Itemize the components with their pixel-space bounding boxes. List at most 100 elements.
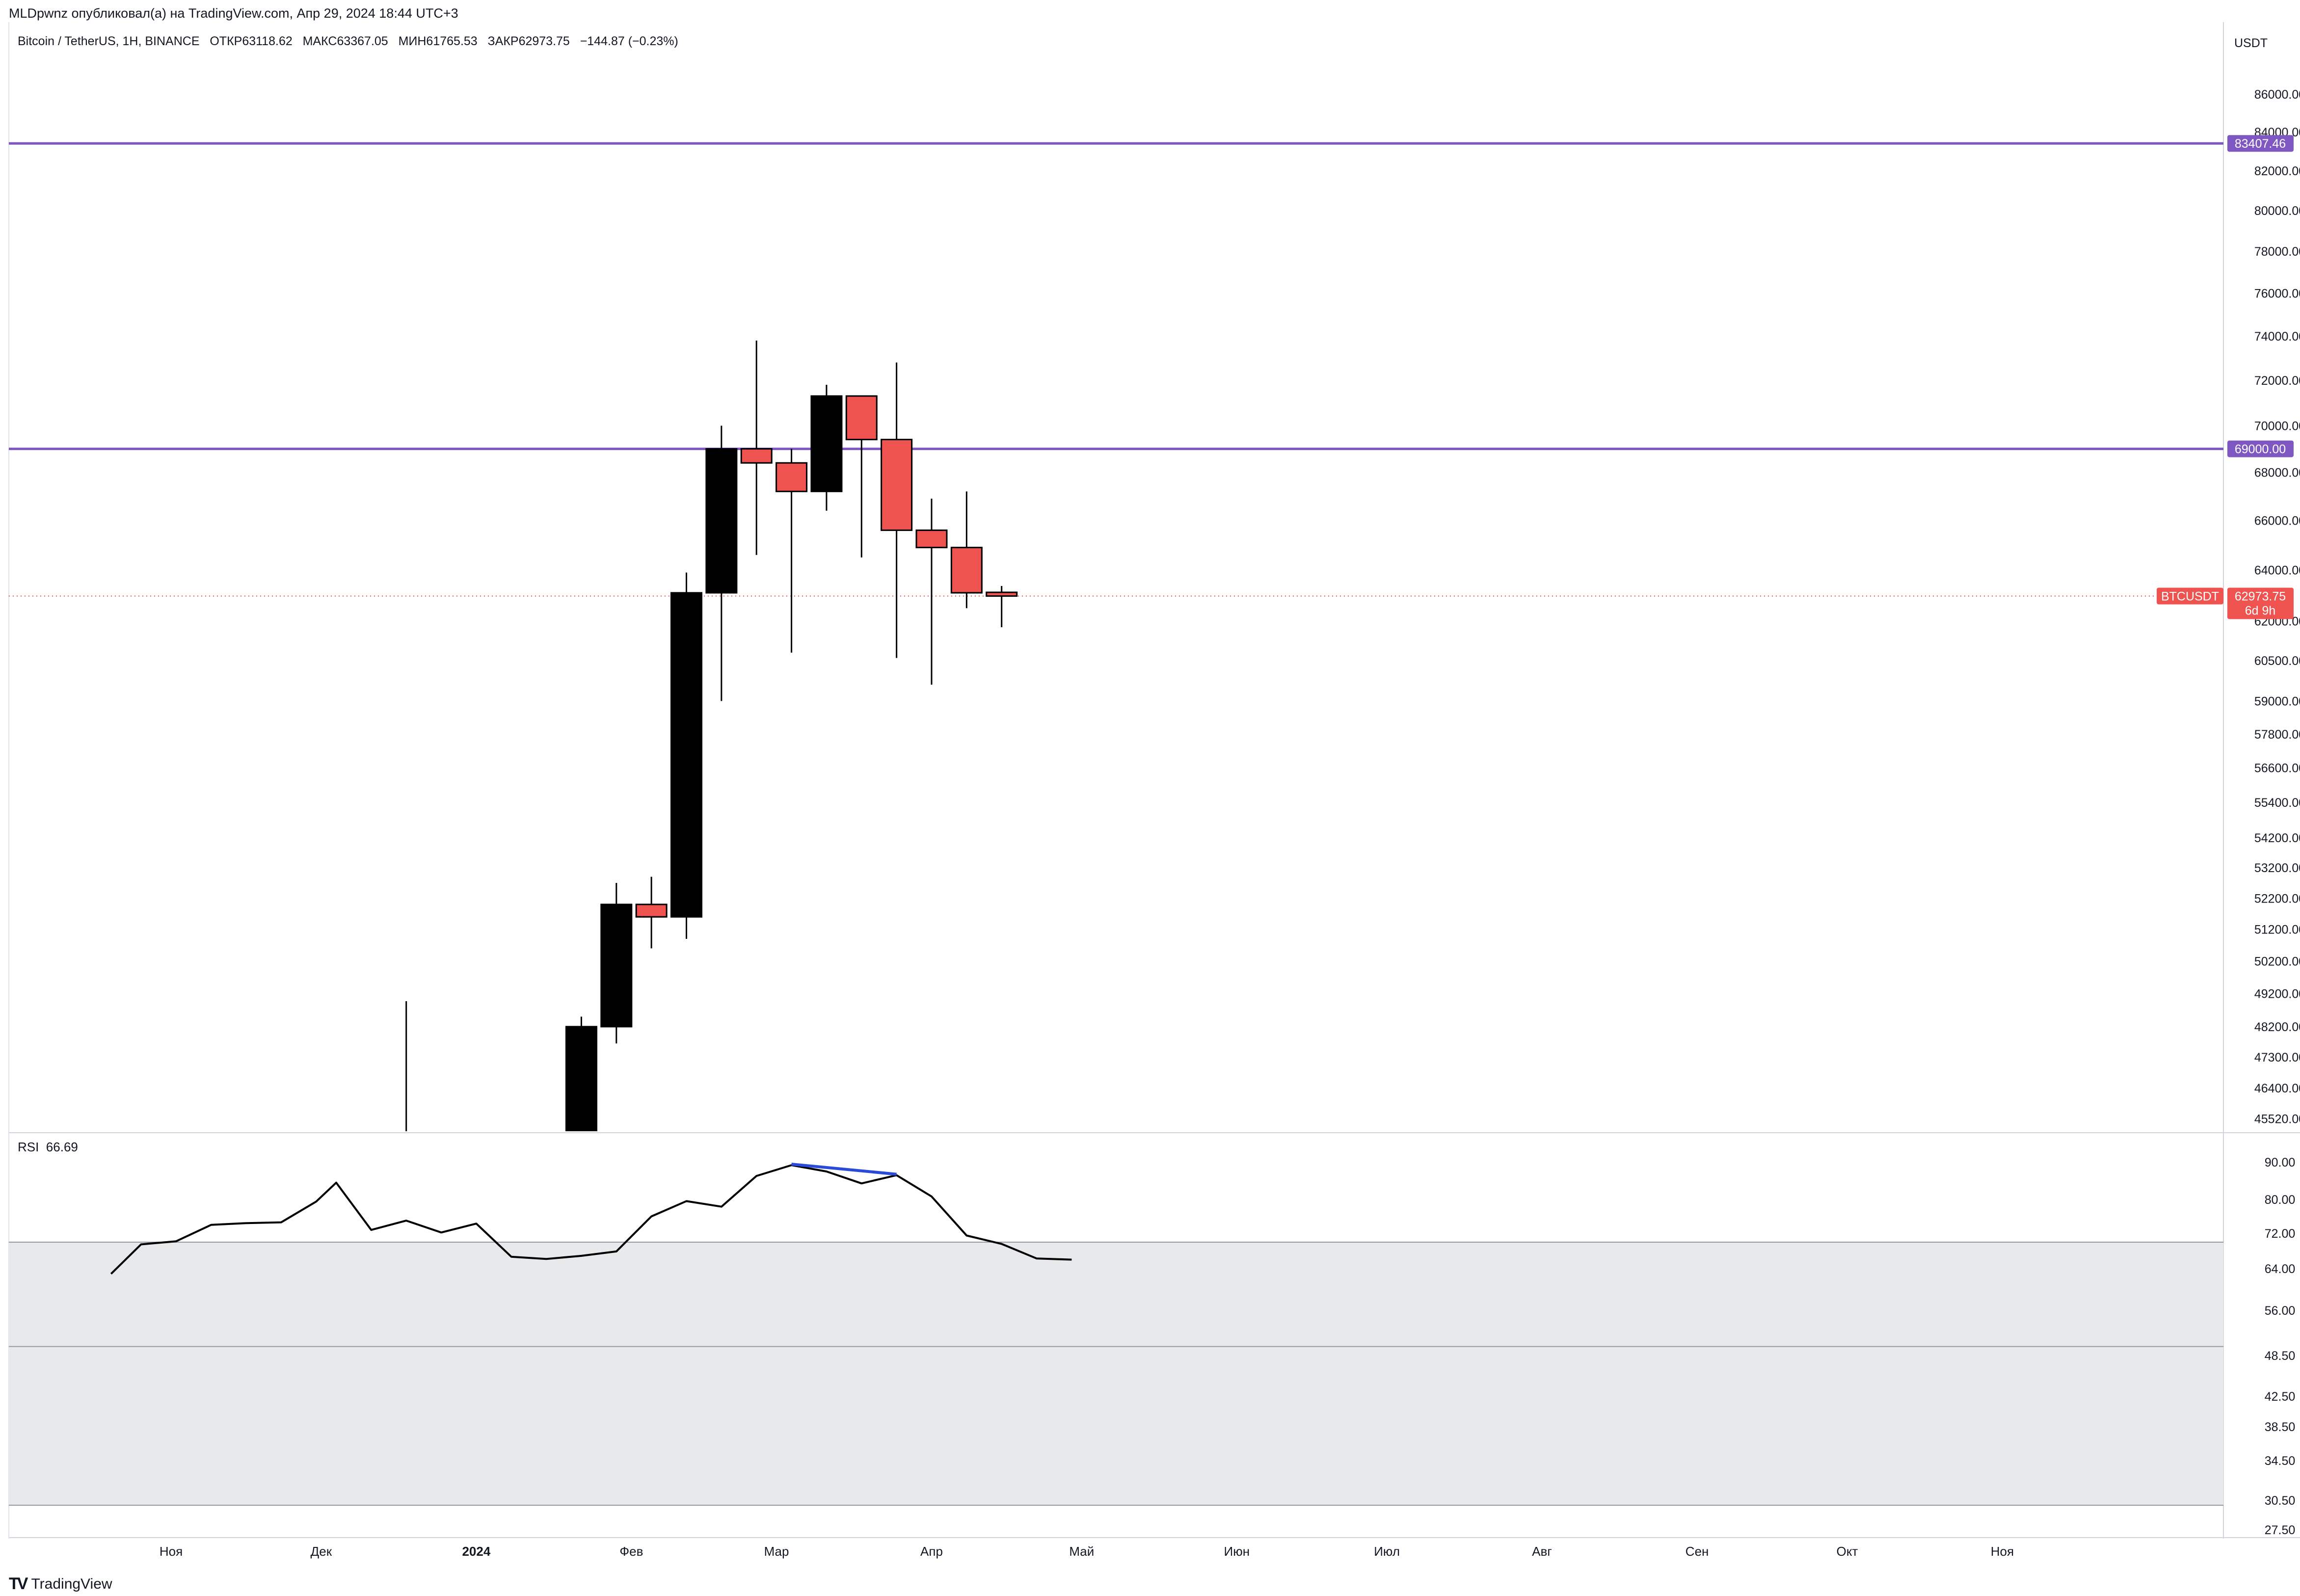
price-tick-label: 46400.00	[2254, 1082, 2300, 1095]
rsi-tick-label: 34.50	[2265, 1454, 2296, 1468]
candle	[986, 586, 1018, 628]
rsi-tick-label: 72.00	[2265, 1227, 2296, 1241]
candle-body-down	[915, 529, 948, 549]
high-label: МАКС	[302, 34, 337, 48]
bar-countdown-text: 6d 9h	[2245, 604, 2276, 617]
level-tag-bg	[2227, 135, 2294, 152]
price-tick-label: 55400.00	[2254, 796, 2300, 810]
rsi-divergence-line	[791, 1163, 897, 1176]
symbol-name: Bitcoin / TetherUS, 1H, BINANCE	[18, 34, 200, 48]
price-tick-label: 45520.00	[2254, 1113, 2300, 1126]
symbol-tag-bg	[2157, 587, 2223, 605]
currency-label: USDT	[2234, 36, 2268, 50]
candle	[810, 385, 843, 511]
price-tick-label: 50200.00	[2254, 955, 2300, 968]
candle-body-down	[740, 448, 773, 464]
rsi-tick-label: 27.50	[2265, 1523, 2296, 1537]
rsi-tick-label: 64.00	[2265, 1262, 2296, 1276]
time-tick-label: Май	[1069, 1544, 1094, 1559]
change-value: −144.87 (−0.23%)	[580, 34, 678, 48]
current-price-tag-text: 62973.75	[2235, 589, 2286, 603]
rsi-tick-label: 42.50	[2265, 1390, 2296, 1404]
candle	[600, 882, 633, 1044]
candle	[740, 340, 773, 555]
level-price-tag: 69000.00	[2227, 440, 2294, 457]
time-tick-label: Дек	[311, 1544, 332, 1559]
rsi-tick-label: 30.50	[2265, 1494, 2296, 1508]
candle	[705, 426, 738, 701]
time-tick-label: Сен	[1685, 1544, 1709, 1559]
level-tag-bg	[2227, 440, 2294, 457]
price-tick-label: 52200.00	[2254, 892, 2300, 905]
high-value: 63367.05	[337, 34, 388, 48]
rsi-tick-label: 80.00	[2265, 1193, 2296, 1207]
candle	[670, 572, 703, 939]
candle	[635, 877, 668, 949]
low-value: 61765.53	[426, 34, 478, 48]
price-tick-label: 82000.00	[2254, 164, 2300, 178]
rsi-label: RSI	[18, 1140, 39, 1154]
rsi-tick-label: 38.50	[2265, 1420, 2296, 1434]
price-tick-label: 64000.00	[2254, 563, 2300, 577]
candle-body-down	[881, 439, 913, 531]
price-tick-label: 56600.00	[2254, 762, 2300, 775]
symbol-legend: Bitcoin / TetherUS, 1H, BINANCE ОТКР6311…	[18, 34, 678, 49]
price-tick-label: 60500.00	[2254, 654, 2300, 668]
price-tick-label: 72000.00	[2254, 374, 2300, 388]
rsi-tick-label: 56.00	[2265, 1304, 2296, 1318]
price-tick-label: 49200.00	[2254, 987, 2300, 1001]
open-value: 63118.62	[242, 34, 293, 48]
open-label: ОТКР	[210, 34, 242, 48]
candle-body-up	[565, 1026, 597, 1131]
price-tick-label: 68000.00	[2254, 466, 2300, 479]
price-tick-label: 74000.00	[2254, 330, 2300, 344]
price-tick-label: 76000.00	[2254, 287, 2300, 300]
rsi-tick-label: 90.00	[2265, 1156, 2296, 1170]
candle	[845, 395, 878, 558]
candle	[881, 362, 913, 658]
time-tick-label: Мар	[764, 1544, 789, 1559]
price-tick-label: 57800.00	[2254, 728, 2300, 742]
price-tick-label: 86000.00	[2254, 88, 2300, 102]
level-price-tag: 83407.46	[2227, 135, 2294, 152]
candle-body-down	[845, 395, 878, 441]
price-tick-label: 54200.00	[2254, 831, 2300, 845]
low-label: МИН	[398, 34, 427, 48]
time-tick-label: Ноя	[1991, 1544, 2014, 1559]
candle-body-up	[600, 904, 633, 1028]
symbol-price-tag: BTCUSDT	[2157, 587, 2223, 605]
price-pane	[9, 142, 2223, 1131]
time-tick-label: Июл	[1374, 1544, 1400, 1559]
price-tick-label: 66000.00	[2254, 514, 2300, 528]
rsi-legend: RSI 66.69	[18, 1140, 78, 1155]
tradingview-logo-icon: TV	[9, 1574, 28, 1593]
time-tick-label: 2024	[462, 1544, 490, 1559]
time-tick-label: Ноя	[160, 1544, 183, 1559]
candle	[776, 449, 808, 653]
rsi-tick-label: 48.50	[2265, 1349, 2296, 1363]
time-tick-label: Авг	[1532, 1544, 1552, 1559]
price-tick-label: 80000.00	[2254, 204, 2300, 218]
rsi-band-fill	[9, 1242, 2223, 1505]
time-tick-label: Фев	[619, 1544, 643, 1559]
level-tag-text: 69000.00	[2235, 443, 2286, 456]
candle-body-down	[986, 591, 1018, 597]
candle-body-down	[776, 462, 808, 492]
rsi-value: 66.69	[46, 1140, 78, 1154]
candle	[915, 498, 948, 685]
publish-header: MLDpwnz опубликовал(а) на TradingView.co…	[9, 6, 458, 21]
rsi-pane	[9, 1163, 2223, 1506]
price-tick-label: 53200.00	[2254, 861, 2300, 875]
rsi-line	[110, 1164, 1072, 1275]
candle	[405, 1001, 407, 1131]
close-value: 62973.75	[518, 34, 570, 48]
price-tick-label: 70000.00	[2254, 419, 2300, 433]
close-label: ЗАКР	[487, 34, 519, 48]
price-tick-label: 59000.00	[2254, 694, 2300, 708]
time-tick-label: Июн	[1224, 1544, 1250, 1559]
candle-body-up	[670, 592, 703, 918]
symbol-tag-text: BTCUSDT	[2161, 589, 2219, 603]
price-tick-label: 78000.00	[2254, 245, 2300, 259]
